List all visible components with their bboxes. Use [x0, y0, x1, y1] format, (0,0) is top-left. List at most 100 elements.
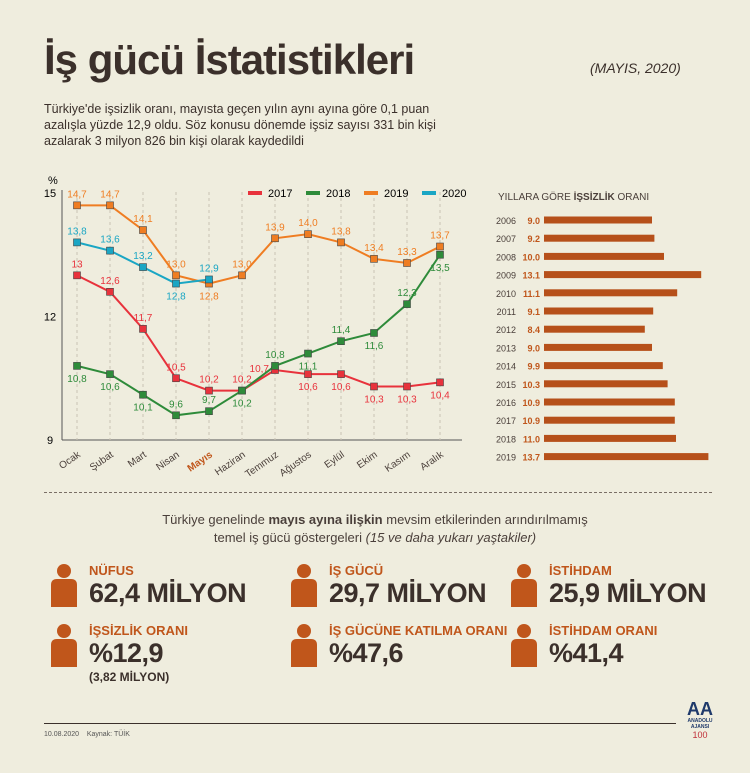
legend-swatch-2019: [364, 191, 378, 195]
data-label-2019: 13,0: [166, 259, 186, 270]
data-label-2019: 14,7: [100, 189, 120, 200]
data-label-2018: 13,5: [430, 263, 450, 274]
bar-2018: [544, 434, 676, 442]
data-label-2017: 13: [71, 259, 83, 270]
centennial-logo: 100: [692, 730, 708, 740]
data-label-2017: 11,7: [134, 313, 153, 324]
data-point-2017: [172, 374, 180, 383]
data-label-2019: 13,3: [397, 247, 417, 258]
bar-2013: [544, 343, 652, 351]
data-label-2018: 10,6: [100, 382, 120, 393]
bar-value-label: 9.9: [527, 362, 540, 372]
bar-2006: [544, 216, 652, 224]
year-label: 2008: [496, 252, 516, 262]
data-point-2019: [337, 238, 345, 247]
page-title: İş gücü İstatistikleri: [44, 36, 415, 83]
indicator-2: İSTİHDAM 25,9 MİLYON: [505, 563, 707, 608]
data-point-2018: [73, 362, 81, 370]
seated-person-icon: [51, 624, 77, 667]
data-label-2020: 13,6: [100, 235, 120, 246]
bar-value-label: 10.9: [522, 416, 540, 426]
subtitle-bold: mayıs ayına ilişkin: [268, 512, 383, 527]
x-tick-label: Aralık: [418, 449, 446, 473]
data-label-2019: 13,4: [364, 243, 384, 254]
data-point-2020: [106, 246, 114, 255]
data-point-2019: [73, 201, 81, 210]
data-point-2017: [403, 382, 411, 391]
data-point-2017: [73, 271, 81, 280]
indicator-value: %41,4: [549, 638, 624, 668]
indicator-value: 29,7 MİLYON: [329, 578, 487, 608]
monthly-line-chart: % 9 12 15 Ocak Şubat Mart Nisan MayısHaziranTemm…: [44, 175, 467, 480]
bar-2011: [544, 307, 654, 315]
data-point-2020: [139, 263, 147, 271]
series-line-2019: [77, 204, 441, 285]
indicator-label: İŞ GÜCÜ: [329, 563, 384, 578]
data-label-2020: 12,8: [166, 292, 186, 303]
year-label: 2006: [496, 216, 516, 226]
indicator-label: İŞ GÜCÜNE KATILMA ORANI: [329, 623, 508, 638]
data-label-2017: 12,6: [100, 276, 120, 287]
subtitle-italic: (15 ve daha yukarı yaştakiler): [365, 530, 537, 545]
data-label-2017: 10,2: [199, 375, 219, 386]
data-point-2019: [139, 226, 147, 234]
legend-label: 2020: [442, 188, 466, 200]
y-tick-label: 12: [44, 312, 56, 324]
year-label: 2013: [496, 343, 516, 353]
logo-mark: AA: [687, 699, 713, 719]
bar-value-label: 9.2: [527, 234, 540, 244]
x-tick-label: Nisan: [154, 449, 181, 473]
worker-icon: [291, 564, 317, 607]
x-tick-label: Ekim: [355, 449, 380, 471]
series-line-2018: [76, 254, 441, 417]
data-label-2017: 10,3: [364, 394, 384, 405]
x-tick-label: Şubat: [88, 449, 116, 473]
bar-2009: [544, 271, 702, 279]
year-label: 2018: [496, 434, 516, 444]
year-label: 2014: [496, 362, 516, 372]
data-point-2019: [370, 255, 378, 263]
bar-value-label: 9.0: [527, 343, 540, 353]
indicator-value: 62,4 MİLYON: [89, 578, 247, 608]
data-label-2020: 12,9: [199, 263, 219, 274]
data-point-2018: [172, 411, 180, 420]
y-tick-label: 15: [44, 188, 56, 200]
indicator-label: İSTİHDAM ORANI: [549, 623, 658, 638]
data-label-2017: 10,3: [397, 394, 417, 405]
x-tick-label: Kasım: [383, 449, 413, 474]
legend-label: 2019: [384, 188, 408, 200]
data-point-2019: [403, 259, 411, 267]
data-point-2017: [304, 370, 312, 378]
year-label: 2011: [497, 307, 516, 317]
legend-swatch-2017: [248, 191, 262, 195]
indicator-1: İŞ GÜCÜ 29,7 MİLYON: [285, 563, 487, 608]
data-label-2019: 13,9: [265, 222, 285, 233]
bar-2017: [544, 416, 675, 424]
bar-2015: [544, 380, 668, 388]
yearly-bar-chart: YILLARA GÖRE İŞSİZLİK ORANI 2006 9.0 2007 9.…: [496, 190, 709, 463]
data-point-2018: [271, 362, 279, 370]
data-label-2018: 12,3: [397, 288, 417, 299]
data-point-2019: [271, 234, 279, 243]
bar-2007: [544, 234, 655, 242]
bar-2008: [544, 252, 664, 260]
data-point-2019: [304, 230, 312, 238]
indicator-label: İŞSİZLİK ORANI: [89, 623, 188, 638]
data-point-2017: [139, 325, 147, 333]
subtitle-part: Türkiye genelinde: [162, 512, 269, 527]
bar-chart-title: YILLARA GÖRE İŞSİZLİK ORANI: [498, 190, 649, 203]
indicator-value: %47,6: [329, 638, 404, 668]
data-point-2020: [172, 279, 180, 288]
footer-source: Kaynak: TÜİK: [86, 731, 130, 738]
data-point-2017: [205, 386, 213, 395]
indicator-0: NÜFUS 62,4 MİLYON: [45, 563, 247, 608]
data-label-2018: 11,6: [365, 341, 384, 352]
data-label-2017: 10,5: [166, 362, 186, 373]
indicator-value: %12,9: [89, 638, 164, 668]
footer-date: 10.08.2020: [44, 731, 80, 738]
bar-value-label: 10.3: [522, 380, 540, 390]
x-tick-label: Ağustos: [278, 449, 314, 479]
data-label-2018: 10,1: [133, 403, 153, 414]
data-point-2018: [403, 300, 411, 308]
y-axis-unit: %: [48, 175, 58, 187]
